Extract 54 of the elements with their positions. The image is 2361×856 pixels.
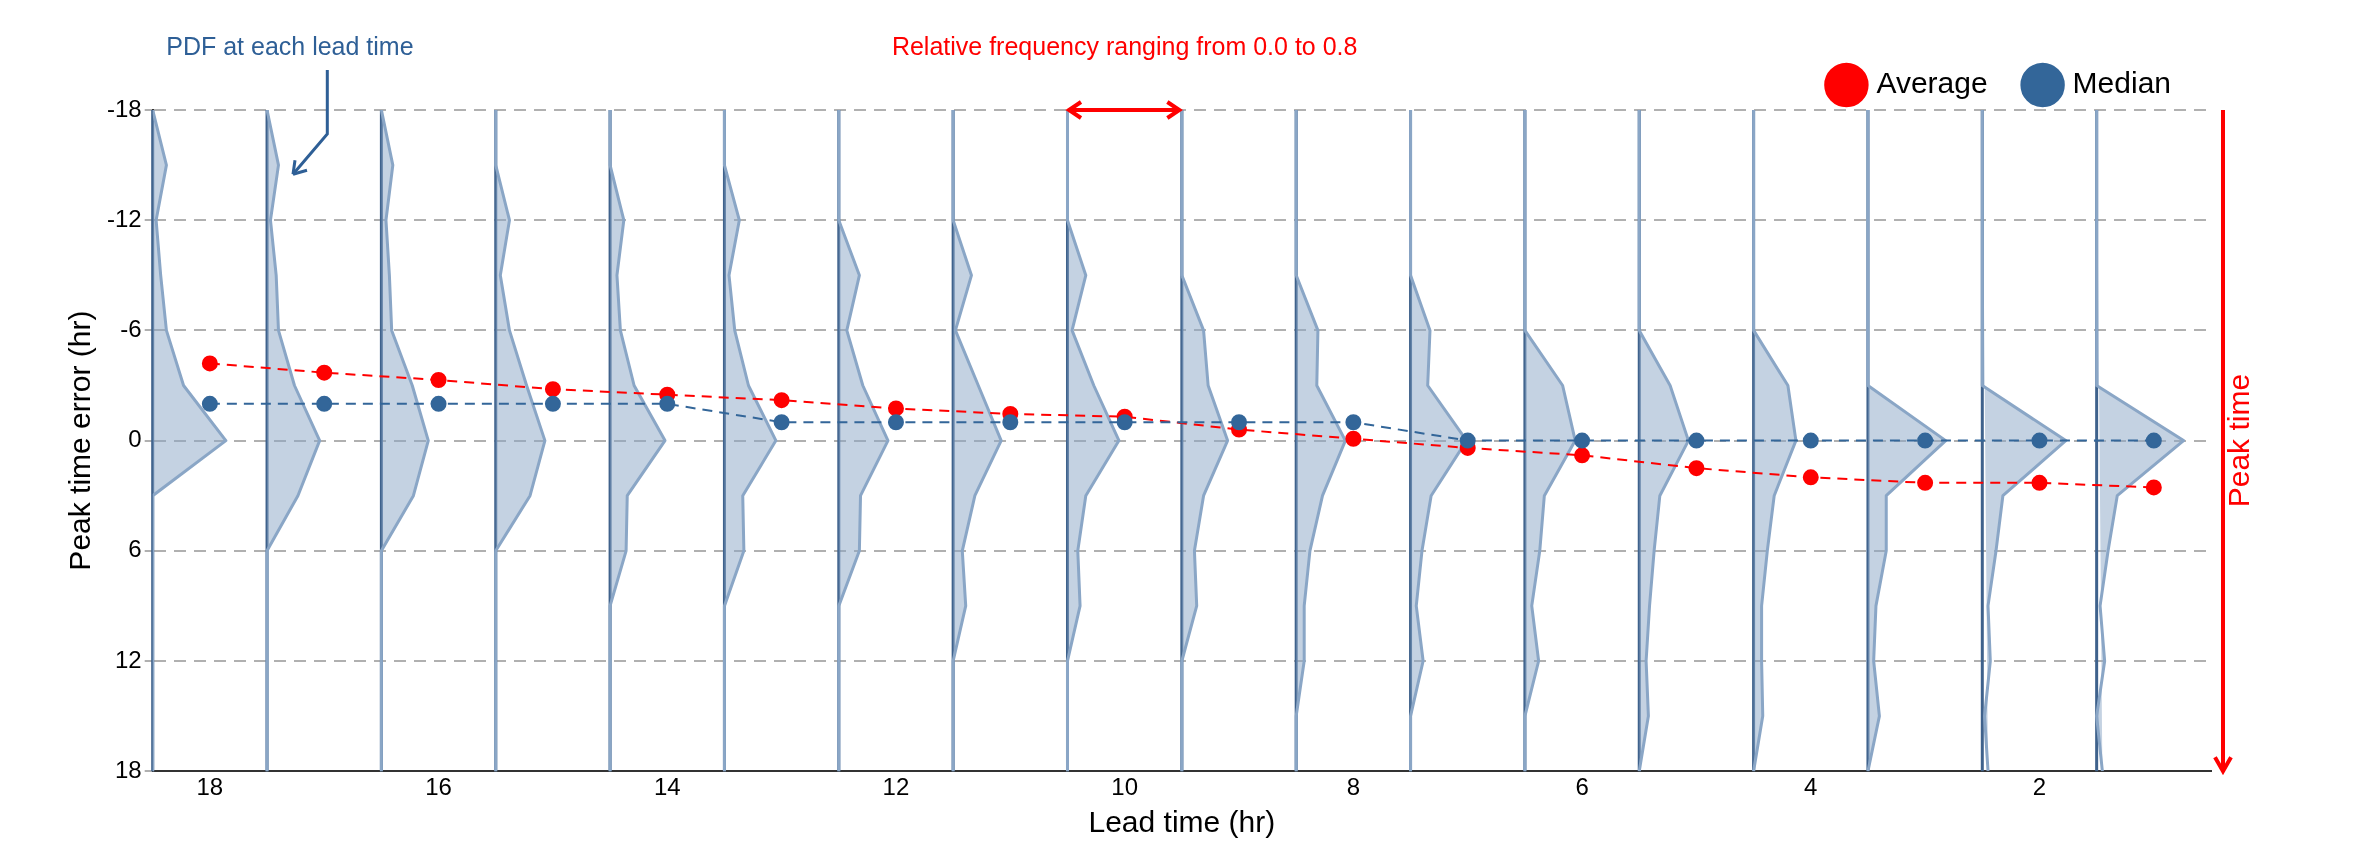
point <box>1917 474 1934 491</box>
point <box>659 395 676 412</box>
point <box>1231 414 1248 431</box>
point <box>887 414 904 431</box>
point <box>2031 474 2048 491</box>
point <box>1345 430 1362 447</box>
y-tick-label: 18 <box>114 755 142 783</box>
point <box>1002 414 1019 431</box>
y-tick-label: -18 <box>107 94 142 122</box>
point <box>1345 414 1362 431</box>
point <box>773 392 790 409</box>
text: Relative frequency ranging from 0.0 to 0.8 <box>891 31 1358 60</box>
x-tick-label: 18 <box>196 773 224 801</box>
point <box>2145 432 2162 449</box>
point <box>1574 447 1591 464</box>
y-tick-label: -12 <box>107 204 142 232</box>
point <box>316 395 333 412</box>
x-tick-label: 12 <box>882 773 910 801</box>
point <box>1802 469 1819 486</box>
point <box>1574 432 1591 449</box>
legend-label: Median <box>2072 66 2172 100</box>
point <box>1116 414 1133 431</box>
y-tick-label: -6 <box>120 315 142 343</box>
legend-label: Average <box>1876 66 1988 100</box>
text: Peak time <box>2222 373 2256 508</box>
point <box>201 355 218 372</box>
point <box>887 400 904 417</box>
point <box>1688 460 1705 477</box>
x-tick-label: 8 <box>1346 773 1361 801</box>
x-tick-label: 4 <box>1804 773 1818 801</box>
point <box>430 395 447 412</box>
point <box>430 371 447 388</box>
x-tick-label: 6 <box>1575 773 1589 801</box>
y-tick-label: 6 <box>128 535 142 563</box>
x-axis-title: Lead time (hr) <box>1088 805 1276 839</box>
y-tick-label: 0 <box>128 425 142 453</box>
text: PDF at each lead time <box>166 31 414 60</box>
point <box>544 395 561 412</box>
y-tick-label: 12 <box>114 645 142 673</box>
x-tick-label: 2 <box>2032 773 2047 801</box>
x-tick-label: 16 <box>425 773 452 801</box>
point <box>1917 432 1934 449</box>
point <box>1688 432 1705 449</box>
x-tick-label: 10 <box>1111 773 1139 801</box>
y-axis-title: Peak time error (hr) <box>63 310 97 571</box>
point <box>316 364 333 381</box>
point <box>2145 479 2162 496</box>
point <box>2031 432 2048 449</box>
point <box>544 381 561 398</box>
point <box>201 395 218 412</box>
point <box>773 414 790 431</box>
point <box>1459 432 1476 449</box>
x-tick-label: 14 <box>653 773 681 801</box>
point <box>1802 432 1819 449</box>
